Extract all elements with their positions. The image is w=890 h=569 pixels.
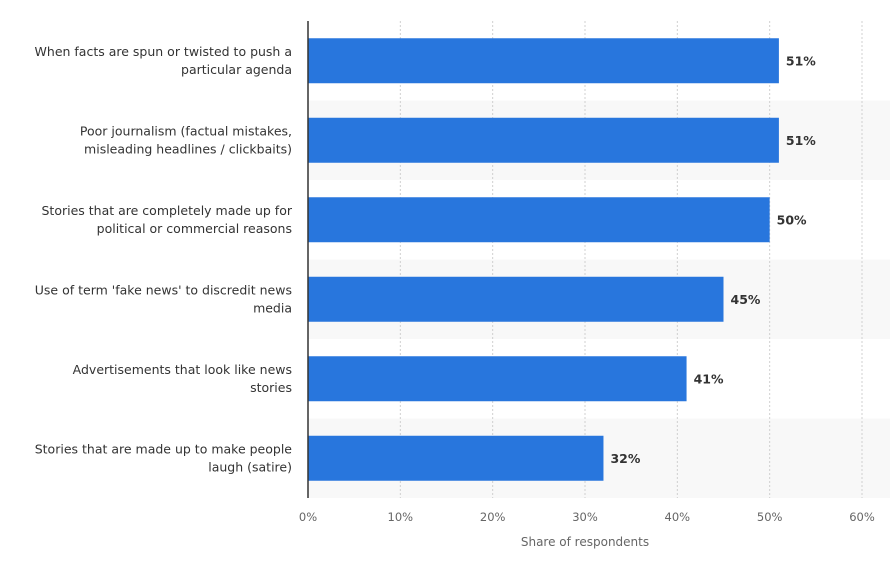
data-label: 32% [610,451,640,466]
data-label: 50% [777,212,807,227]
data-label: 51% [786,133,816,148]
data-label: 45% [731,292,761,307]
x-tick-label: 60% [849,510,875,524]
data-label: 51% [786,53,816,68]
bar [308,435,604,481]
x-tick-label: 10% [388,510,414,524]
x-tick-label: 50% [757,510,783,524]
category-label: media [253,300,292,315]
bar [308,197,770,243]
x-axis-title: Share of respondents [521,535,649,549]
bar [308,276,724,322]
x-tick-label: 30% [572,510,598,524]
x-tick-label: 40% [665,510,691,524]
x-tick-label: 0% [299,510,317,524]
category-label: stories [250,380,292,395]
category-label: Stories that are completely made up for [41,203,292,218]
category-label: particular agenda [181,62,292,77]
data-label: 41% [694,371,724,386]
category-label: Use of term 'fake news' to discredit new… [35,282,292,297]
category-label: Stories that are made up to make people [35,441,293,456]
category-label: political or commercial reasons [97,221,292,236]
bar [308,117,779,163]
category-label: misleading headlines / clickbaits) [84,141,292,156]
category-label: Advertisements that look like news [73,362,292,377]
category-label: When facts are spun or twisted to push a [35,44,292,59]
bar [308,38,779,84]
category-label: laugh (satire) [208,459,292,474]
category-label: Poor journalism (factual mistakes, [80,123,292,138]
bar [308,356,687,402]
x-tick-label: 20% [480,510,506,524]
